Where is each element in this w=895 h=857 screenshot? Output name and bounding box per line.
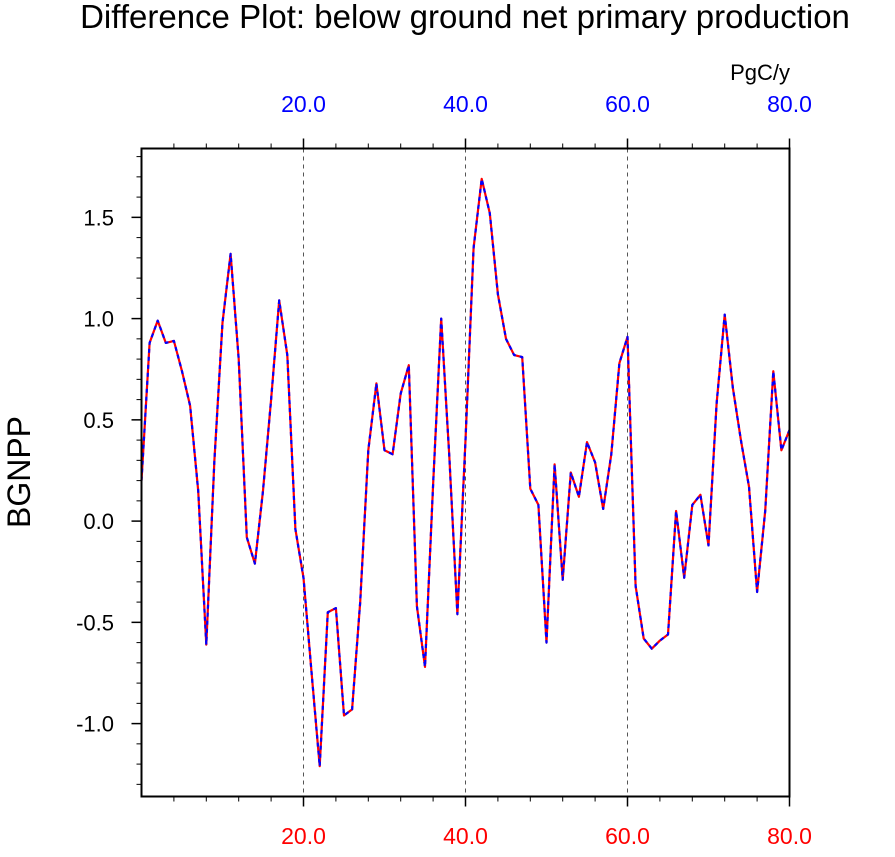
y-tick-label: -0.5	[76, 610, 114, 635]
bottom-x-tick-label: 60.0	[605, 823, 650, 849]
series-line-blue-dashed	[140, 177, 791, 768]
top-x-tick-label: 20.0	[281, 91, 326, 117]
bottom-x-tick-label: 20.0	[281, 823, 326, 849]
y-tick-label: -1.0	[76, 712, 114, 737]
top-x-tick-label: 60.0	[605, 91, 650, 117]
y-tick-label: 1.0	[83, 307, 114, 332]
y-tick-label: 1.5	[83, 205, 114, 230]
gridlines	[303, 148, 628, 797]
top-x-tick-label: 40.0	[443, 91, 488, 117]
bottom-x-tick-label: 40.0	[443, 823, 488, 849]
y-tick-labels: -1.0 -0.5 0.0 0.5 1.0 1.5	[76, 205, 114, 736]
units-label: PgC/y	[730, 60, 790, 85]
chart-title: Difference Plot: below ground net primar…	[80, 0, 850, 35]
y-tick-label: 0.0	[83, 509, 114, 534]
bottom-x-tick-labels: 20.0 40.0 60.0 80.0	[281, 823, 812, 849]
bottom-x-tick-label: 80.0	[767, 823, 812, 849]
top-x-tick-label: 80.0	[767, 91, 812, 117]
top-x-tick-labels: 20.0 40.0 60.0 80.0	[281, 91, 812, 117]
tick-marks	[131, 138, 791, 807]
y-tick-label: 0.5	[83, 408, 114, 433]
series-lines	[140, 177, 791, 768]
y-axis-label: BGNPP	[1, 416, 37, 528]
